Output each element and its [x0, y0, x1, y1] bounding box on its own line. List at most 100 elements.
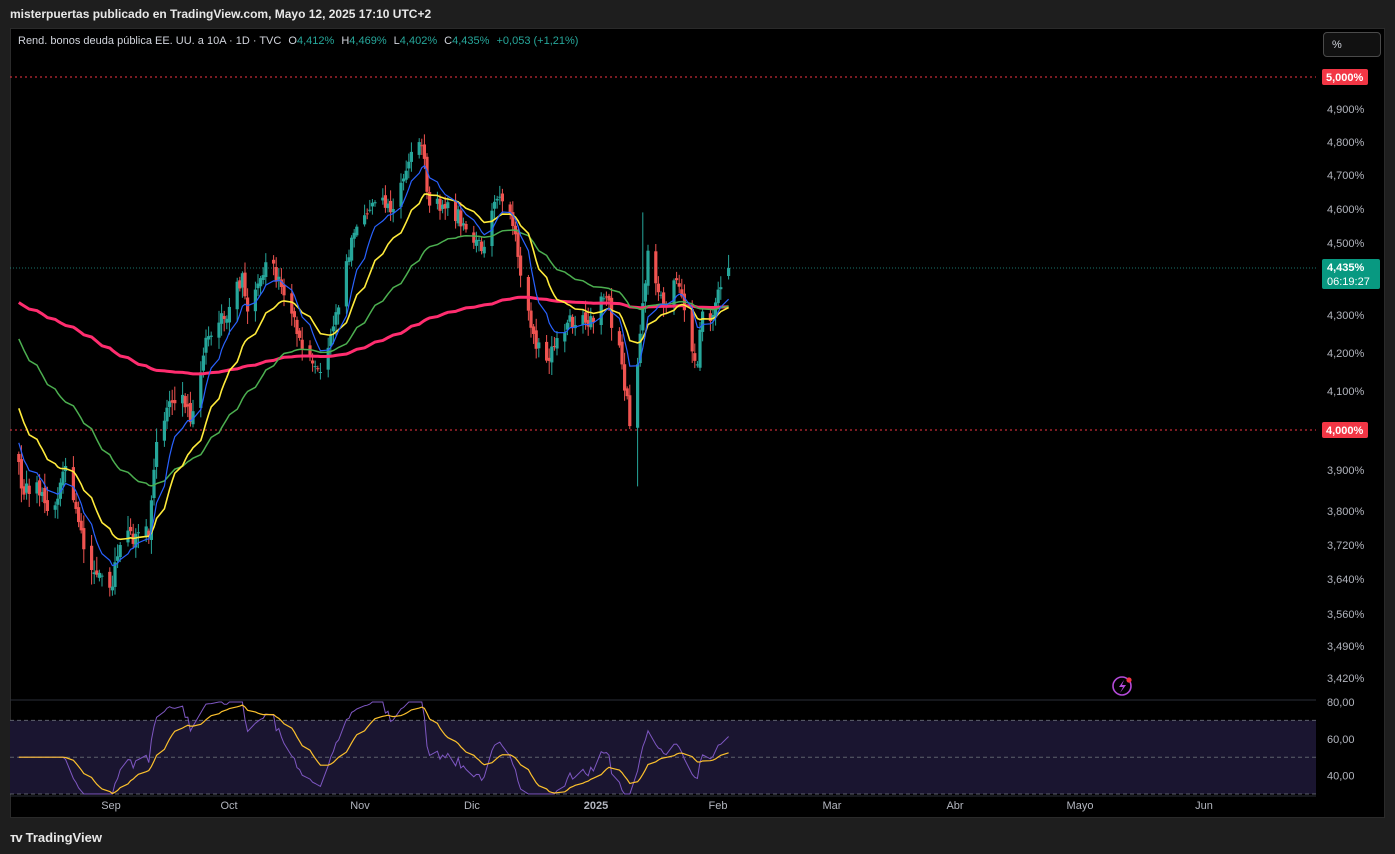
- candle-body: [56, 498, 60, 505]
- high-label: H: [341, 35, 350, 47]
- price-tick-label-3: 4,600%: [1327, 204, 1365, 216]
- tradingview-brand-text: TradingView: [25, 830, 102, 845]
- candle-body: [563, 332, 567, 342]
- bottom-bar: ᴛᴠ TradingView: [0, 822, 1395, 854]
- candle-body: [500, 193, 504, 202]
- symbol-title[interactable]: Rend. bonos deuda pública EE. UU. a 10A …: [18, 35, 282, 47]
- candle-body: [547, 357, 551, 361]
- ema-slow-line: [18, 229, 729, 487]
- candle-body: [92, 572, 96, 575]
- candle-body: [599, 296, 603, 326]
- candle-body: [545, 341, 549, 361]
- price-tick-label-5: 4,300%: [1327, 310, 1365, 322]
- horizontal-lines-layer: [10, 76, 1316, 431]
- change-value: +0,053 (+1,21%): [496, 35, 579, 47]
- candle-body: [636, 364, 640, 428]
- price-tick-label-14: 3,420%: [1327, 673, 1365, 685]
- candle-body: [355, 226, 359, 236]
- ema-fast-line: [18, 164, 730, 567]
- symbol-legend[interactable]: Rend. bonos deuda pública EE. UU. a 10A …: [18, 35, 578, 47]
- chart-frame[interactable]: [10, 28, 1385, 818]
- candle-body: [461, 223, 465, 226]
- candle-body: [183, 396, 187, 408]
- candle-body: [19, 459, 23, 489]
- candle-body: [74, 501, 78, 509]
- time-tick-label-2: Nov: [350, 800, 370, 812]
- candle-body: [347, 257, 351, 263]
- candle-body: [204, 337, 208, 353]
- hline-price-label-0: 5,000%: [1326, 72, 1364, 84]
- candle-body: [498, 196, 502, 198]
- candle-body: [565, 322, 569, 330]
- price-tick-label-2: 4,700%: [1327, 170, 1365, 182]
- percent-scale-button[interactable]: %: [1323, 32, 1381, 57]
- hline-price-badge: [1322, 69, 1368, 85]
- candle-body: [295, 319, 299, 334]
- candle-body: [646, 250, 650, 286]
- candle-body: [581, 315, 585, 325]
- price-tick-label-0: 4,900%: [1327, 104, 1365, 116]
- candle-body: [659, 294, 663, 296]
- candle-body: [201, 355, 205, 371]
- candle-body: [82, 528, 86, 550]
- countdown-label: 06:19:27: [1327, 276, 1370, 288]
- candle-body: [701, 311, 705, 332]
- candle-body: [552, 345, 556, 347]
- candle-body: [181, 394, 185, 404]
- time-tick-label-4: 2025: [584, 800, 608, 812]
- price-tick-label-4: 4,500%: [1327, 238, 1365, 250]
- candle-body: [420, 145, 424, 147]
- candle-body: [155, 442, 159, 467]
- candle-body: [407, 161, 411, 169]
- candle-body: [329, 334, 333, 347]
- candle-body: [555, 338, 559, 349]
- candle-body: [604, 296, 608, 298]
- candle-body: [350, 237, 354, 261]
- candle-body: [695, 364, 699, 366]
- candle-body: [256, 283, 260, 289]
- candle-body: [274, 267, 278, 282]
- candle-body: [40, 491, 44, 497]
- candle-body: [240, 273, 244, 288]
- candle-body: [71, 467, 75, 501]
- candle-body: [404, 170, 408, 180]
- candle-body: [207, 336, 211, 340]
- candle-body: [344, 261, 348, 307]
- candle-body: [318, 372, 322, 373]
- rsi-line: [18, 701, 729, 795]
- tradingview-logo-icon: ᴛᴠ: [10, 830, 23, 845]
- candle-body: [589, 316, 593, 328]
- candle-body: [495, 198, 499, 201]
- candle-body: [529, 310, 533, 328]
- candle-body: [571, 316, 575, 328]
- candle-body: [474, 239, 478, 246]
- candle-body: [165, 407, 169, 422]
- candle-body: [222, 315, 226, 319]
- candle-body: [22, 486, 26, 495]
- candle-body: [625, 388, 629, 397]
- candle-body: [698, 329, 702, 368]
- candle-body: [409, 151, 413, 162]
- candle-body: [464, 223, 468, 230]
- candle-body: [623, 364, 627, 391]
- candle-body: [389, 200, 393, 213]
- price-axis: 4,900% 4,800% 4,700% 4,600% 4,500% 4,300% 4,20…: [1322, 69, 1380, 685]
- candle-body: [95, 570, 99, 575]
- candle-body: [173, 400, 177, 404]
- candle-body: [438, 198, 442, 211]
- candle-body: [331, 326, 335, 332]
- candle-body: [435, 198, 439, 204]
- candle-body: [316, 368, 320, 370]
- candle-body: [170, 400, 174, 403]
- candle-body: [243, 272, 247, 297]
- candle-body: [643, 283, 647, 302]
- candle-body: [727, 268, 731, 277]
- rsi-tick-label-0: 80,00: [1327, 697, 1355, 709]
- tradingview-logo[interactable]: ᴛᴠ TradingView: [10, 830, 102, 845]
- candle-body: [402, 178, 406, 182]
- candle-body: [441, 204, 445, 209]
- candle-body: [149, 500, 153, 540]
- candle-body: [610, 297, 614, 328]
- candle-body: [272, 259, 276, 264]
